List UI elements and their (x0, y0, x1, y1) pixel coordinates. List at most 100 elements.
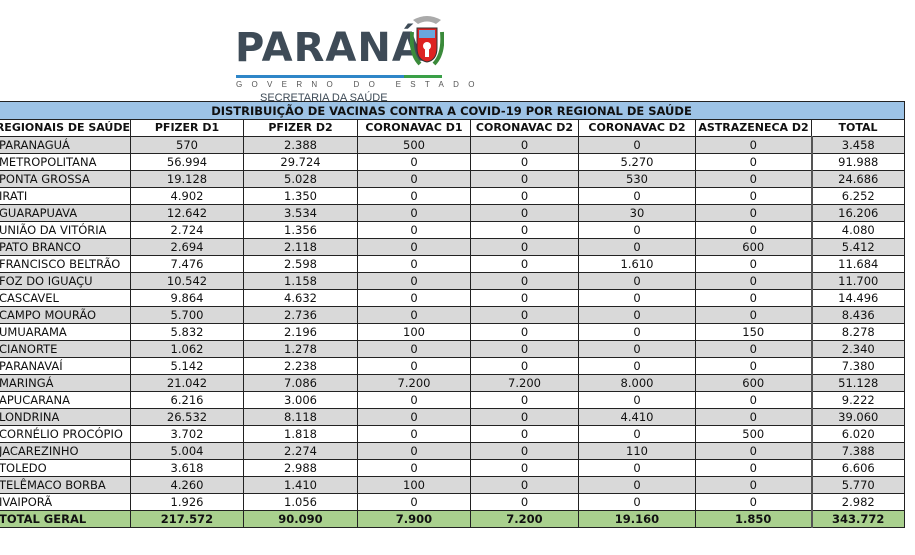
table-cell: 1.350 (243, 187, 358, 205)
table-cell: 2.274 (243, 442, 358, 460)
table-cell: 0 (470, 493, 579, 511)
logo-wordmark: PARANÁ (235, 25, 424, 71)
table-cell: 5.142 (130, 357, 244, 375)
table-cell: 0 (470, 357, 579, 375)
table-cell: 150 (695, 323, 812, 341)
table-cell: 0 (470, 187, 579, 205)
table-cell: 29.724 (243, 153, 358, 171)
total-row: TOTAL GERAL 217.572 90.090 7.900 7.200 19.160… (0, 510, 905, 528)
table-row: APUCARANA 6.216 3.006 0 0 0 0 9.222 (0, 391, 905, 409)
table-cell: 0 (357, 459, 471, 477)
region-name: IVAIPORÃ (0, 493, 131, 511)
table-cell: 24.686 (810, 170, 905, 188)
table-cell: 0 (357, 153, 471, 171)
table-cell: 530 (578, 170, 696, 188)
table-cell: 19.160 (578, 510, 696, 528)
table-cell: 0 (357, 204, 471, 222)
table-cell: 0 (470, 442, 579, 460)
table-cell: 0 (357, 408, 471, 426)
table-cell: 0 (357, 272, 471, 290)
table-cell: 0 (470, 255, 579, 273)
table-row: JACAREZINHO 5.004 2.274 0 0 110 0 7.388 (0, 442, 905, 460)
table-row: PONTA GROSSA 19.128 5.028 0 0 530 0 24.686 (0, 170, 905, 188)
table-cell: 2.694 (130, 238, 244, 256)
region-name-text: GUARAPUAVA (0, 206, 78, 220)
table-cell: 1.158 (243, 272, 358, 290)
table-row: CASCAVEL 9.864 4.632 0 0 0 0 14.496 (0, 289, 905, 307)
table-cell: 0 (695, 408, 812, 426)
table-cell: 0 (357, 493, 471, 511)
table-cell: 0 (578, 391, 696, 409)
region-name: CAMPO MOURÃO (0, 306, 131, 324)
table-row: METROPOLITANA 56.994 29.724 0 0 5.270 0 91.988 (0, 153, 905, 171)
table-cell: 0 (578, 476, 696, 494)
region-name-text: CORNÉLIO PROCÓPIO (0, 427, 123, 441)
table-cell: 0 (578, 493, 696, 511)
table-cell: 570 (130, 136, 244, 154)
region-name-text: TOTAL GERAL (0, 512, 87, 526)
table-cell: 0 (470, 289, 579, 307)
table-cell: 10.542 (130, 272, 244, 290)
table-cell: 500 (695, 425, 812, 443)
table-row: MARINGÁ 21.042 7.086 7.200 7.200 8.000 600 51.1… (0, 374, 905, 392)
table-cell: 1.850 (695, 510, 812, 528)
table-cell: 8.118 (243, 408, 358, 426)
table-cell: 0 (695, 442, 812, 460)
table-cell: 0 (695, 476, 812, 494)
table-cell: 0 (470, 136, 579, 154)
table-cell: 0 (470, 153, 579, 171)
table-cell: 0 (470, 476, 579, 494)
table-cell: 1.926 (130, 493, 244, 511)
table-row: FRANCISCO BELTRÃO 7.476 2.598 0 0 1.610 0 11.68… (0, 255, 905, 273)
region-name: TOLEDO (0, 459, 131, 477)
table-cell: 16.206 (810, 204, 905, 222)
table-cell: 0 (357, 289, 471, 307)
table-cell: 0 (695, 357, 812, 375)
table-cell: 7.476 (130, 255, 244, 273)
table-cell: 90.090 (243, 510, 358, 528)
table-cell: 0 (695, 221, 812, 239)
table-cell: 0 (695, 459, 812, 477)
table-cell: 4.410 (578, 408, 696, 426)
table-cell: 11.700 (810, 272, 905, 290)
table-cell: 6.606 (810, 459, 905, 477)
table-row: CAMPO MOURÃO 5.700 2.736 0 0 0 0 8.436 (0, 306, 905, 324)
table-cell: 0 (695, 153, 812, 171)
table-cell: 7.086 (243, 374, 358, 392)
table-cell: 0 (695, 136, 812, 154)
table-cell: 0 (578, 221, 696, 239)
table-cell: 0 (470, 408, 579, 426)
region-name-text: FRANCISCO BELTRÃO (0, 257, 121, 271)
table-row: PARANAGUÁ 570 2.388 500 0 0 0 3.458 (0, 136, 905, 154)
table-cell: 3.702 (130, 425, 244, 443)
table-cell: 3.534 (243, 204, 358, 222)
table-cell: 1.410 (243, 476, 358, 494)
column-header: CORONAVAC D1 (357, 119, 471, 137)
region-name: MARINGÁ (0, 374, 131, 392)
table-cell: 0 (357, 170, 471, 188)
column-header: ASTRAZENECA D2 (695, 119, 812, 137)
table-cell: 4.902 (130, 187, 244, 205)
table-cell: 5.412 (810, 238, 905, 256)
table-cell: 0 (578, 272, 696, 290)
table-cell: 0 (578, 357, 696, 375)
table-cell: 3.006 (243, 391, 358, 409)
table-cell: 2.340 (810, 340, 905, 358)
table-cell: 0 (695, 255, 812, 273)
region-name: UMUARAMA (0, 323, 131, 341)
table-row: CIANORTE 1.062 1.278 0 0 0 0 2.340 (0, 340, 905, 358)
region-name-text: PARANAVAÍ (0, 359, 63, 373)
table-cell: 0 (357, 357, 471, 375)
table-cell: 0 (470, 272, 579, 290)
table-cell: 2.388 (243, 136, 358, 154)
region-name-text: TOLEDO (0, 461, 47, 475)
table-cell: 0 (578, 340, 696, 358)
table-cell: 8.436 (810, 306, 905, 324)
table-cell: 4.260 (130, 476, 244, 494)
table-cell: 5.770 (810, 476, 905, 494)
table-cell: 0 (578, 289, 696, 307)
table-cell: 2.238 (243, 357, 358, 375)
table-cell: 6.216 (130, 391, 244, 409)
table-cell: 2.196 (243, 323, 358, 341)
table-cell: 100 (357, 476, 471, 494)
